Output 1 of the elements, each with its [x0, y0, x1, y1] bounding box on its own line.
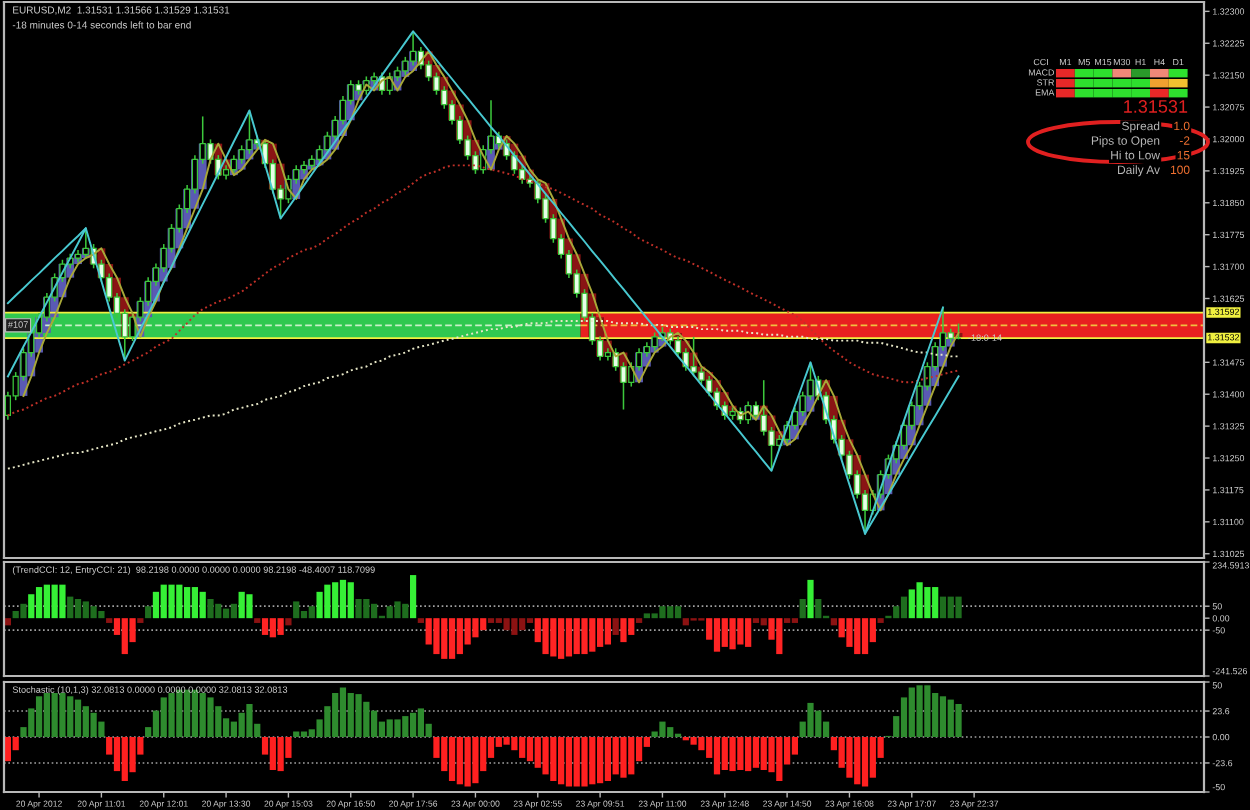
annotation: 1.31531 — [1124, 100, 1188, 113]
